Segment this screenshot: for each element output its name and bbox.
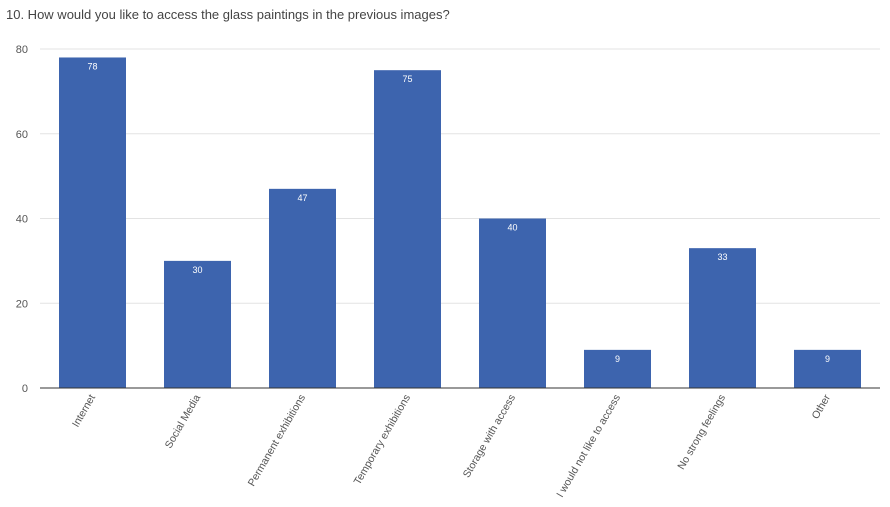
x-axis-labels: Internet Social Media Permanent exhibition…: [70, 392, 833, 500]
x-category-label: Social Media: [163, 392, 204, 450]
bar-value-label: 9: [825, 354, 830, 364]
bar-value-label: 9: [615, 354, 620, 364]
bar: [164, 260, 231, 388]
bar-value-label: 33: [717, 252, 727, 262]
x-category-label: Temporary exhibitions: [352, 393, 413, 487]
y-tick-label: 80: [16, 44, 28, 56]
x-category-label: Internet: [70, 392, 98, 429]
bar: [794, 349, 861, 388]
x-category-label: Storage with access: [461, 393, 518, 480]
y-tick-label: 20: [16, 298, 28, 310]
bar-value-label: 78: [87, 61, 97, 71]
bar: [584, 349, 651, 388]
bar: [59, 57, 126, 388]
chart-title: 10. How would you like to access the gla…: [6, 7, 450, 22]
x-category-label: Other: [810, 392, 834, 421]
y-tick-label: 40: [16, 214, 28, 226]
bars: 78 30 47 75 40 9 33 9: [59, 57, 861, 388]
bar: [269, 188, 336, 388]
bar: [374, 70, 441, 388]
x-category-label: I would not like to access: [554, 393, 623, 500]
x-category-label: Permanent exhibitions: [246, 393, 308, 489]
y-tick-label: 0: [22, 383, 28, 395]
bar-value-label: 75: [402, 74, 412, 84]
bar: [479, 218, 546, 388]
bar-value-label: 30: [192, 265, 202, 275]
x-category-label: No strong feelings: [675, 393, 728, 472]
bar: [689, 248, 756, 388]
y-tick-label: 60: [16, 129, 28, 141]
bar-value-label: 47: [297, 193, 307, 203]
bar-value-label: 40: [507, 223, 517, 233]
y-axis-ticks: 0 20 40 60 80: [16, 44, 28, 395]
